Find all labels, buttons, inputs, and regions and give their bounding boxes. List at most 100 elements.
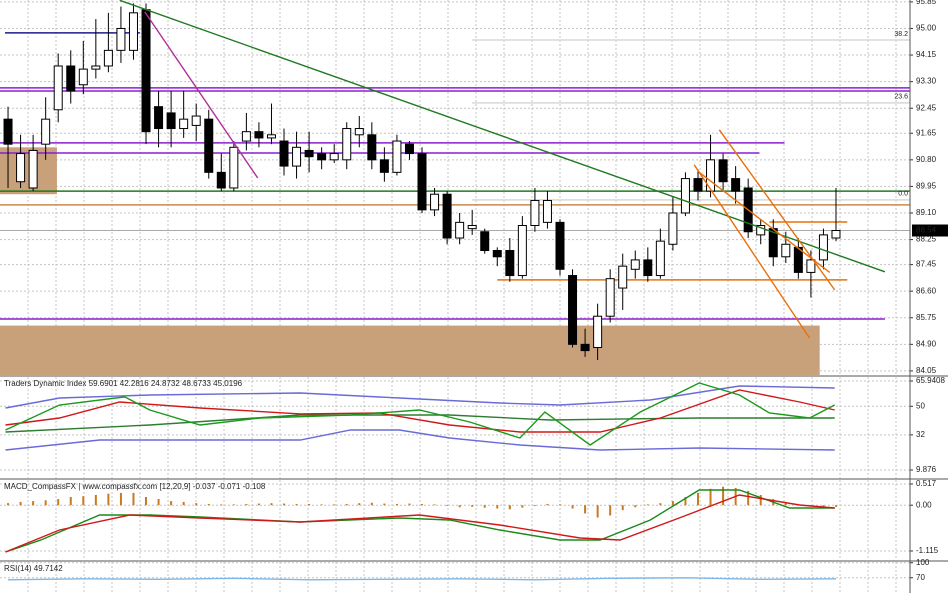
histogram-bar — [132, 492, 135, 506]
indicator-line — [5, 429, 835, 451]
candle-body — [756, 225, 766, 236]
y-tick-label: 95.00 — [916, 24, 937, 33]
trend-line — [119, 0, 886, 273]
y-tick-label: 88.25 — [916, 235, 937, 244]
candle-body — [430, 193, 440, 211]
candle-body — [492, 250, 502, 258]
histogram-bar — [94, 494, 97, 506]
candle-body — [254, 131, 264, 139]
y-tick-label: 32 — [916, 430, 925, 439]
candle-body — [505, 250, 515, 277]
y-tick-label: 70 — [916, 573, 925, 582]
fib-label: 0.0 — [898, 191, 908, 198]
candle-body — [480, 231, 490, 252]
candle-body — [718, 159, 728, 183]
panel-title: Traders Dynamic Index 59.6901 42.2816 24… — [4, 379, 243, 388]
candle-body — [216, 171, 226, 189]
candle-body — [166, 112, 176, 130]
last-price-label: 88.54 — [916, 226, 937, 235]
histogram-bar — [822, 505, 825, 508]
histogram-bar — [232, 504, 235, 506]
histogram-bar — [634, 505, 637, 508]
histogram-bar — [82, 496, 85, 506]
candle-body — [568, 275, 578, 345]
histogram-bar — [283, 503, 286, 506]
y-tick-label: 87.45 — [916, 260, 937, 269]
histogram-bar — [257, 503, 260, 506]
histogram-bar — [245, 503, 248, 506]
histogram-bar — [609, 505, 612, 516]
histogram-bar — [19, 501, 22, 506]
zone — [0, 325, 820, 375]
y-tick-label: 95.85 — [916, 0, 937, 6]
candle-body — [731, 178, 741, 192]
y-tick-label: 100 — [916, 558, 930, 567]
candle-body — [229, 146, 239, 189]
candle-body — [279, 140, 289, 167]
candle-body — [643, 259, 653, 277]
fib-label: 23.6 — [894, 94, 908, 101]
histogram-bar — [57, 499, 60, 506]
histogram-bar — [69, 497, 72, 506]
candle-body — [655, 240, 665, 277]
candle-body — [806, 259, 816, 273]
histogram-bar — [195, 503, 198, 506]
y-tick-label: 94.15 — [916, 50, 937, 59]
candle-body — [266, 134, 276, 139]
y-tick-label: 84.90 — [916, 339, 937, 348]
candle-body — [367, 134, 377, 161]
histogram-bar — [696, 492, 699, 506]
histogram-bar — [709, 488, 712, 506]
candle-body — [16, 153, 26, 183]
fib-label: 38.2 — [894, 31, 908, 38]
candle-body — [793, 246, 803, 273]
candle-body — [555, 221, 565, 270]
histogram-bar — [333, 504, 336, 506]
y-tick-label: 89.95 — [916, 182, 937, 191]
trend-line — [718, 129, 836, 291]
candle-body — [329, 153, 339, 161]
candle-body — [680, 178, 690, 214]
candle-body — [53, 65, 63, 111]
candle-body — [781, 243, 791, 258]
candle-body — [706, 159, 716, 192]
histogram-bar — [421, 503, 424, 506]
candle-body — [354, 128, 364, 136]
candle-body — [392, 140, 402, 173]
indicator-line — [5, 414, 835, 433]
histogram-bar — [370, 502, 373, 506]
trend-line — [698, 171, 831, 273]
histogram-bar — [546, 503, 549, 506]
candle-body — [241, 131, 251, 142]
histogram-bar — [7, 503, 10, 506]
candle-body — [818, 234, 828, 261]
histogram-bar — [207, 503, 210, 506]
candle-body — [379, 159, 389, 173]
histogram-bar — [784, 501, 787, 506]
candle-body — [404, 143, 414, 155]
y-tick-label: 92.45 — [916, 103, 937, 112]
candle-body — [66, 65, 76, 92]
y-tick-label: 65.9408 — [916, 376, 945, 385]
histogram-bar — [145, 497, 148, 506]
zone — [0, 147, 57, 195]
histogram-bar — [446, 505, 449, 507]
histogram-bar — [308, 503, 311, 506]
histogram-bar — [496, 505, 499, 509]
histogram-bar — [270, 503, 273, 506]
candle-body — [304, 149, 314, 158]
y-tick-label: 93.30 — [916, 77, 937, 86]
candle-body — [593, 315, 603, 348]
candle-body — [693, 178, 703, 192]
y-tick-label: 84.05 — [916, 366, 937, 375]
candle-body — [831, 230, 841, 239]
histogram-bar — [32, 501, 35, 506]
candle-body — [204, 118, 214, 173]
candle-body — [455, 221, 465, 239]
trend-line — [144, 11, 259, 179]
histogram-bar — [295, 503, 298, 506]
candle-body — [630, 259, 640, 270]
histogram-bar — [119, 492, 122, 506]
